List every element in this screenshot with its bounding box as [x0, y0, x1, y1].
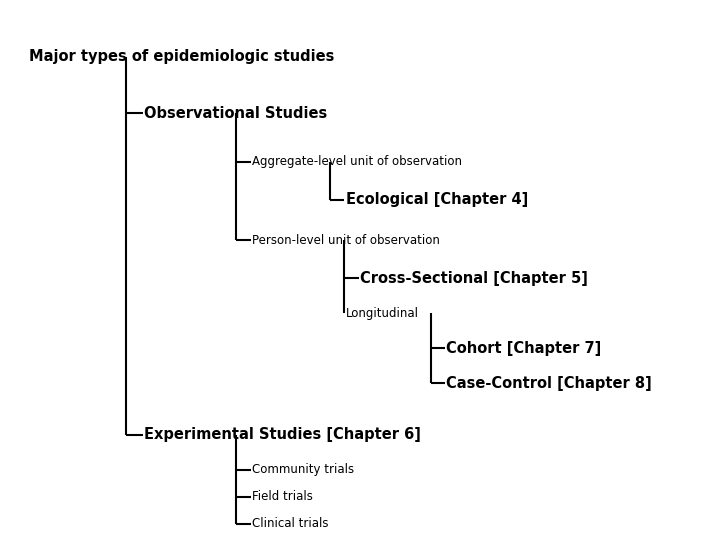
Text: Field trials: Field trials: [252, 490, 313, 503]
Text: Case-Control [Chapter 8]: Case-Control [Chapter 8]: [446, 376, 652, 391]
Text: Experimental Studies [Chapter 6]: Experimental Studies [Chapter 6]: [144, 427, 421, 442]
Text: Clinical trials: Clinical trials: [252, 517, 328, 530]
Text: Community trials: Community trials: [252, 463, 354, 476]
Text: Major types of epidemiologic studies: Major types of epidemiologic studies: [29, 49, 334, 64]
Text: Cohort [Chapter 7]: Cohort [Chapter 7]: [446, 341, 602, 356]
Text: Ecological [Chapter 4]: Ecological [Chapter 4]: [346, 192, 528, 207]
Text: Longitudinal: Longitudinal: [346, 307, 418, 320]
Text: Person-level unit of observation: Person-level unit of observation: [252, 234, 440, 247]
Text: Aggregate-level unit of observation: Aggregate-level unit of observation: [252, 156, 462, 168]
Text: Cross-Sectional [Chapter 5]: Cross-Sectional [Chapter 5]: [360, 271, 588, 286]
Text: Observational Studies: Observational Studies: [144, 106, 328, 121]
